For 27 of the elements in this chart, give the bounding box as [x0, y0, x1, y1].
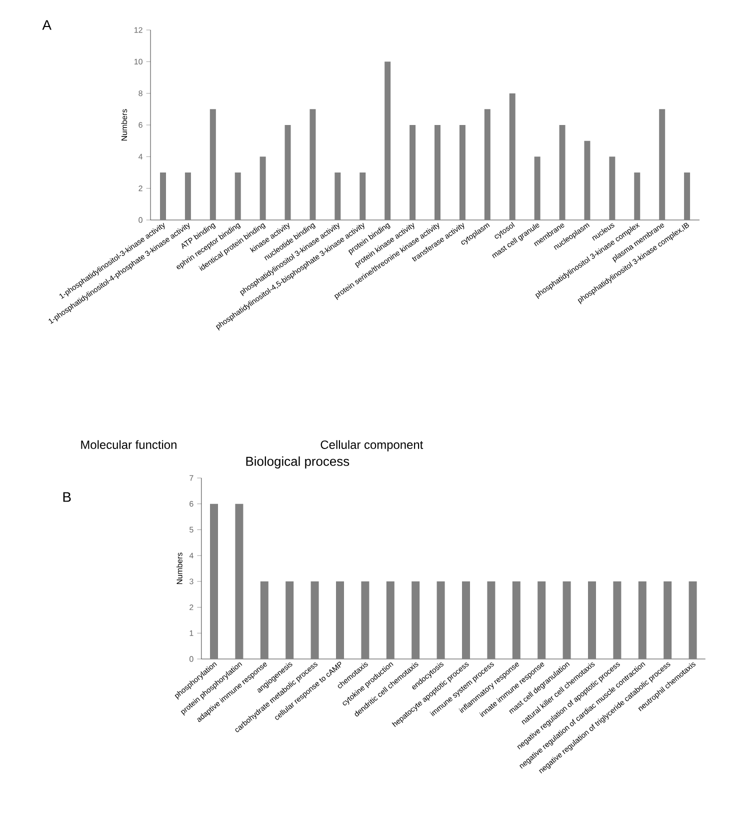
chart-title: Biological process	[246, 456, 350, 468]
bar	[210, 109, 216, 220]
bar	[234, 172, 241, 220]
bar	[609, 156, 616, 220]
text: B	[63, 492, 71, 502]
bar	[584, 140, 590, 220]
bar	[184, 172, 191, 220]
bar	[534, 156, 540, 220]
bar	[509, 93, 516, 220]
bar	[634, 172, 640, 220]
bar	[334, 172, 341, 220]
bar	[160, 172, 166, 220]
bar	[484, 109, 490, 220]
bar	[410, 124, 416, 220]
bar	[360, 172, 366, 220]
bar	[260, 156, 266, 220]
bar	[434, 124, 440, 220]
bar	[559, 124, 566, 220]
bar	[459, 124, 466, 220]
bar	[384, 62, 391, 220]
bar	[310, 109, 316, 220]
bar	[684, 172, 690, 220]
text: Cellular component	[320, 440, 424, 452]
text: A	[42, 20, 52, 30]
bar	[659, 109, 666, 220]
bar	[284, 124, 291, 220]
text: Molecular function	[81, 440, 176, 449]
